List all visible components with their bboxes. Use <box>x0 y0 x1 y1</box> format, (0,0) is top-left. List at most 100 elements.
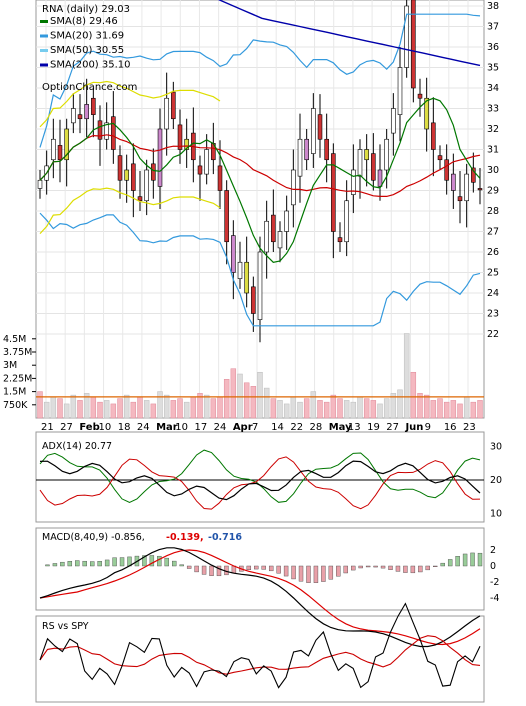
candle-body <box>157 128 163 187</box>
sma200-line <box>217 0 481 67</box>
candle-body <box>291 169 296 206</box>
macd-histogram-bar <box>164 557 169 567</box>
volume-y-tick: 750K <box>3 400 28 411</box>
x-tick-label: 10 <box>175 422 188 433</box>
macd-histogram-bar <box>52 563 58 567</box>
volume-bar <box>417 393 423 419</box>
volume-bar <box>297 401 303 419</box>
candle-body <box>51 138 56 161</box>
candle-body <box>37 179 43 189</box>
macd-histogram-bar <box>268 565 274 572</box>
candle-body <box>231 235 236 273</box>
candle-body <box>151 163 156 181</box>
candle-body <box>424 97 429 130</box>
adx-y-tick: 10 <box>490 508 502 519</box>
candle-body <box>197 165 203 175</box>
macd-histogram-bar <box>328 565 334 580</box>
rs-average-line <box>39 635 481 675</box>
volume-bar <box>97 401 103 419</box>
candle-body <box>184 138 189 150</box>
volume-bar <box>470 401 477 419</box>
macd-histogram-bar <box>246 565 252 571</box>
macd-histogram-bar <box>119 557 125 567</box>
macd-histogram-bar <box>351 565 356 571</box>
price-y-tick: 22 <box>487 329 499 340</box>
x-tick-label: 19 <box>367 422 380 433</box>
candle-body <box>464 173 469 202</box>
candle-body <box>437 155 443 161</box>
minus-di-line <box>39 456 481 510</box>
bollinger-lower-line <box>39 212 481 327</box>
volume-bar <box>123 394 130 419</box>
macd-histogram-bar <box>90 561 95 567</box>
candle-body <box>304 138 309 161</box>
adx-line <box>39 460 481 501</box>
adx-series <box>36 449 484 510</box>
x-tick-label: 9 <box>425 422 431 433</box>
candle-body <box>277 231 283 249</box>
volume-bar <box>317 400 323 419</box>
bollinger-upper-line <box>39 13 481 148</box>
volume-bar <box>170 400 177 419</box>
volume-bar <box>210 398 217 419</box>
volume-bar <box>277 400 283 419</box>
candle-body <box>324 138 329 161</box>
volume-bar <box>450 400 457 419</box>
volume-bar <box>457 403 463 419</box>
candle-body <box>124 169 129 181</box>
adx-panel-frame <box>35 431 485 523</box>
volume-bar <box>190 396 197 419</box>
macd-histogram-bar <box>142 555 147 567</box>
candle-body <box>71 108 76 124</box>
price-y-tick: 35 <box>487 63 499 74</box>
x-tick-label: 21 <box>41 422 54 433</box>
volume-bar <box>143 400 150 419</box>
candle-body <box>237 261 243 279</box>
macd-panel-frame <box>35 527 485 611</box>
candle-body <box>311 108 316 154</box>
macd-line <box>39 547 481 648</box>
price-y-tick: 24 <box>487 288 499 299</box>
macd-histogram-bar <box>186 565 192 569</box>
price-y-tick: 27 <box>487 227 499 238</box>
volume-bar <box>230 368 237 419</box>
price-y-tick: 36 <box>487 42 499 53</box>
macd-histogram-bar <box>276 565 281 574</box>
volume-bar <box>283 403 290 419</box>
x-tick-label: 7 <box>252 422 258 433</box>
macd-histogram-bar <box>470 552 475 567</box>
candle-body <box>404 5 409 68</box>
price-y-tick: 34 <box>487 83 499 94</box>
macd-histogram-bar <box>283 565 289 577</box>
volume-bar <box>437 398 443 419</box>
macd-histogram-bar <box>462 553 468 567</box>
volume-bar <box>330 394 337 419</box>
candle-body <box>384 138 389 171</box>
price-series <box>37 0 483 343</box>
volume-bar <box>57 398 63 419</box>
price-y-tick: 29 <box>487 186 499 197</box>
volume-bar <box>270 398 277 419</box>
price-y-tick: 25 <box>487 268 499 279</box>
macd-histogram-bar <box>336 565 341 577</box>
macd-histogram-bar <box>403 565 408 573</box>
volume-bar <box>403 333 410 419</box>
x-tick-label: 13 <box>348 422 361 433</box>
volume-bar <box>117 398 123 419</box>
macd-histogram-bar <box>67 561 73 567</box>
macd-y-tick: 0 <box>490 561 496 572</box>
rs-panel-frame <box>35 615 485 703</box>
macd-histogram-bar <box>410 565 416 574</box>
volume-bar <box>157 391 163 419</box>
x-tick-label: 16 <box>444 422 457 433</box>
volume-bar <box>377 403 383 419</box>
price-y-tick: 37 <box>487 22 499 33</box>
legend-swatch <box>40 20 48 23</box>
volume-bar <box>70 394 77 419</box>
macd-histogram-bar <box>149 555 155 567</box>
volume-bar <box>90 396 97 419</box>
macd-histogram-bar <box>313 565 319 583</box>
volume-bar <box>310 391 317 419</box>
watermark: OptionChance.com <box>42 82 137 93</box>
